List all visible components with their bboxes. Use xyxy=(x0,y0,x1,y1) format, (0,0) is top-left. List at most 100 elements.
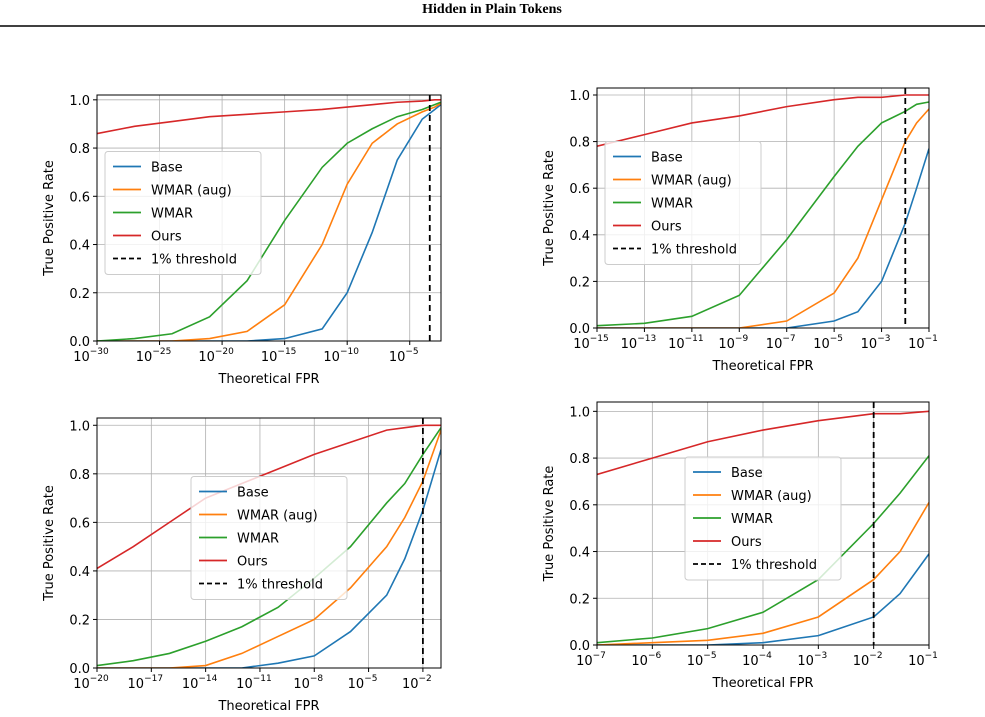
series-line xyxy=(597,455,929,644)
x-tick-exponent: −25 xyxy=(152,347,171,357)
y-tick-label: 0.4 xyxy=(69,565,90,580)
y-tick-label: 0.6 xyxy=(69,516,90,531)
y-tick-label: 1.0 xyxy=(569,405,590,420)
series-line xyxy=(597,101,929,327)
x-tick-exponent: −11 xyxy=(685,334,704,344)
y-tick-label: 0.0 xyxy=(69,662,90,677)
x-axis-label: Theoretical FPR xyxy=(711,359,813,374)
x-tick-exponent: −3 xyxy=(814,651,827,661)
x-tick-label: 10−5 xyxy=(813,334,843,352)
series-line xyxy=(597,148,929,328)
y-tick-label: 0.2 xyxy=(569,592,590,607)
series-line xyxy=(97,101,441,341)
y-tick-label: 0.8 xyxy=(69,468,90,483)
x-tick-exponent: −8 xyxy=(310,674,324,684)
legend-label: 1% threshold xyxy=(151,253,237,268)
x-tick-exponent: −9 xyxy=(735,334,749,344)
x-tick-label: 10−1 xyxy=(908,334,938,352)
x-tick-exponent: −7 xyxy=(593,651,606,661)
legend-label: Base xyxy=(237,486,269,501)
y-tick-label: 0.4 xyxy=(569,546,590,561)
x-tick-label: 10−2 xyxy=(402,674,432,692)
series-line xyxy=(597,553,929,645)
y-tick-label: 0.6 xyxy=(569,499,590,514)
y-tick-label: 1.0 xyxy=(569,89,590,104)
y-axis-label: True Positive Rate xyxy=(542,150,557,267)
x-tick-label: 10−5 xyxy=(687,651,717,669)
series-line xyxy=(597,108,929,328)
x-tick-label: 10−5 xyxy=(389,347,419,365)
x-tick-exponent: −30 xyxy=(90,347,109,357)
series-line xyxy=(97,429,441,668)
x-tick-label: 10−20 xyxy=(198,347,234,365)
y-tick-label: 0.0 xyxy=(69,335,90,350)
legend-label: Ours xyxy=(731,535,762,550)
legend-label: WMAR (aug) xyxy=(237,509,318,524)
legend-label: Ours xyxy=(151,230,182,245)
x-axis-label: Theoretical FPR xyxy=(217,372,319,387)
x-tick-exponent: −3 xyxy=(877,334,890,344)
x-tick-exponent: −2 xyxy=(869,651,882,661)
axes-frame xyxy=(596,87,930,329)
x-tick-label: 10−10 xyxy=(323,347,359,365)
x-tick-label: 10−7 xyxy=(766,334,796,352)
legend-box xyxy=(190,476,348,600)
chart: 0.0 0.2 0.4 0.6 0.8 1.0 10−7 10−6 10−5 10−4 10−3 10… xyxy=(542,401,938,691)
x-tick-label: 10−14 xyxy=(182,674,218,692)
x-tick-label: 10−20 xyxy=(73,674,109,692)
legend-box xyxy=(104,151,262,275)
series-line xyxy=(597,502,929,645)
x-tick-label: 10−8 xyxy=(293,674,323,692)
x-tick-exponent: −5 xyxy=(364,674,377,684)
x-tick-label: 10−11 xyxy=(236,674,272,692)
y-tick-label: 1.0 xyxy=(69,419,90,434)
x-tick-label: 10−13 xyxy=(621,334,657,352)
axes-frame xyxy=(96,94,442,342)
legend-label: WMAR xyxy=(237,532,279,547)
legend-label: Base xyxy=(731,466,763,481)
x-axis-label: Theoretical FPR xyxy=(217,699,319,714)
legend-label: WMAR (aug) xyxy=(651,174,732,189)
y-tick-label: 0.6 xyxy=(569,182,590,197)
legend-label: 1% threshold xyxy=(237,578,323,593)
x-tick-exponent: −11 xyxy=(253,674,272,684)
x-tick-label: 10−15 xyxy=(573,334,609,352)
x-tick-exponent: −20 xyxy=(90,674,109,684)
y-tick-label: 0.2 xyxy=(569,275,590,290)
y-axis-label: True Positive Rate xyxy=(542,466,557,583)
series-line xyxy=(97,449,441,668)
x-tick-label: 10−2 xyxy=(853,651,883,669)
x-tick-label: 10−4 xyxy=(742,651,772,669)
y-tick-label: 0.8 xyxy=(69,142,90,157)
series-line xyxy=(97,104,441,341)
legend-label: WMAR xyxy=(731,512,773,527)
x-tick-exponent: −6 xyxy=(648,651,662,661)
series-line xyxy=(97,424,441,570)
legend-label: Ours xyxy=(237,555,268,570)
x-tick-exponent: −5 xyxy=(405,347,418,357)
series-line xyxy=(597,410,929,476)
x-tick-label: 10−30 xyxy=(73,347,109,365)
y-tick-label: 0.0 xyxy=(569,322,590,337)
y-tick-label: 0.8 xyxy=(569,452,590,467)
y-tick-label: 0.2 xyxy=(69,613,90,628)
x-tick-exponent: −5 xyxy=(703,651,716,661)
x-tick-label: 10−3 xyxy=(861,334,891,352)
legend: Base WMAR (aug) WMAR Ours 1% threshold xyxy=(684,456,842,581)
axes-frame xyxy=(96,417,442,669)
y-tick-label: 0.8 xyxy=(569,136,590,151)
x-tick-exponent: −15 xyxy=(590,334,609,344)
legend: Base WMAR (aug) WMAR Ours 1% threshold xyxy=(104,151,262,275)
legend-label: Base xyxy=(651,151,683,166)
x-tick-label: 10−17 xyxy=(128,674,164,692)
x-tick-exponent: −1 xyxy=(925,651,938,661)
x-tick-exponent: −7 xyxy=(782,334,795,344)
x-tick-label: 10−7 xyxy=(576,651,606,669)
x-tick-exponent: −15 xyxy=(277,347,296,357)
y-tick-label: 0.4 xyxy=(69,239,90,254)
legend-label: 1% threshold xyxy=(731,558,817,573)
legend-label: Ours xyxy=(651,220,682,235)
x-tick-label: 10−25 xyxy=(136,347,172,365)
x-tick-label: 10−3 xyxy=(797,651,827,669)
